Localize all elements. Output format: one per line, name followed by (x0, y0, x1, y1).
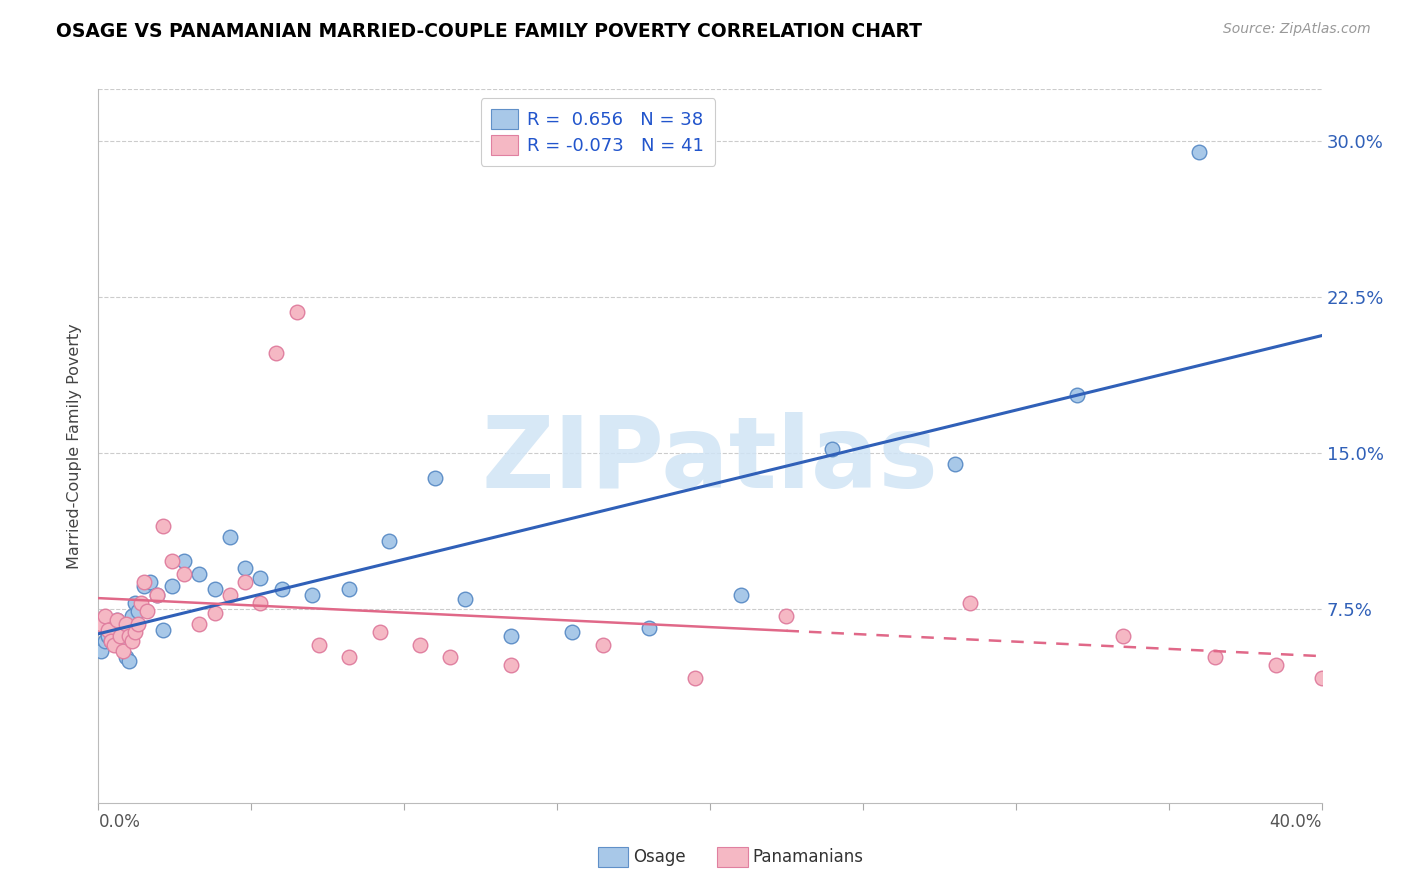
Point (378, 533, 401, 548)
Text: 0.0%: 0.0% (98, 814, 141, 831)
Point (103, 638, 125, 652)
Point (368, 625, 391, 640)
Point (118, 629, 141, 643)
Point (124, 625, 146, 640)
Text: Osage: Osage (633, 848, 685, 866)
Point (145, 588, 167, 602)
Point (285, 305, 308, 319)
Text: Source: ZipAtlas.com: Source: ZipAtlas.com (1223, 22, 1371, 37)
Point (188, 616, 211, 631)
Point (1188, 145, 1211, 159)
Point (561, 625, 583, 640)
Point (90, 616, 112, 631)
Point (160, 554, 183, 568)
Point (152, 519, 174, 533)
Point (97, 623, 120, 637)
Point (100, 633, 122, 648)
Point (1264, 658, 1286, 673)
Point (637, 621, 661, 635)
Point (308, 638, 330, 652)
Text: OSAGE VS PANAMANIAN MARRIED-COUPLE FAMILY POVERTY CORRELATION CHART: OSAGE VS PANAMANIAN MARRIED-COUPLE FAMIL… (56, 22, 922, 41)
Legend: R =  0.656   N = 38, R = -0.073   N = 41: R = 0.656 N = 38, R = -0.073 N = 41 (481, 98, 716, 166)
Point (1112, 629, 1135, 643)
Y-axis label: Married-Couple Family Poverty: Married-Couple Family Poverty (67, 323, 83, 569)
Point (204, 582, 226, 596)
Point (337, 650, 360, 665)
Point (188, 566, 211, 581)
Point (134, 575, 156, 590)
Point (270, 582, 292, 596)
Point (249, 571, 271, 585)
Point (108, 629, 131, 643)
Point (105, 613, 128, 627)
Text: Panamanians: Panamanians (752, 848, 863, 866)
Point (249, 596, 271, 610)
Text: 40.0%: 40.0% (1270, 814, 1322, 831)
Point (118, 654, 141, 668)
Point (111, 644, 134, 658)
Text: ZIPatlas: ZIPatlas (482, 412, 938, 508)
Point (139, 575, 162, 590)
Point (121, 608, 143, 623)
Point (134, 579, 156, 593)
Point (683, 671, 706, 685)
Point (127, 604, 149, 618)
Point (129, 596, 152, 610)
Point (105, 613, 128, 627)
Point (219, 588, 242, 602)
Point (337, 582, 360, 596)
Point (100, 633, 122, 648)
Point (90, 644, 112, 658)
Point (1204, 650, 1226, 665)
Point (97, 629, 120, 643)
Point (501, 629, 523, 643)
Point (204, 607, 226, 621)
Point (219, 529, 242, 543)
Point (121, 633, 143, 648)
Point (775, 608, 797, 623)
Point (943, 457, 966, 471)
Point (93, 608, 115, 623)
Point (454, 591, 477, 606)
Point (233, 560, 256, 574)
Point (115, 616, 138, 631)
Point (423, 471, 446, 485)
Point (173, 554, 195, 568)
Point (233, 575, 256, 590)
Point (408, 638, 430, 652)
Point (501, 658, 523, 673)
Point (115, 650, 138, 665)
Point (160, 579, 183, 593)
Point (124, 596, 146, 610)
Point (103, 623, 125, 637)
Point (439, 650, 461, 665)
Point (127, 616, 149, 631)
Point (821, 442, 844, 456)
Point (93, 633, 115, 648)
Point (730, 588, 752, 602)
Point (301, 588, 323, 602)
Point (152, 623, 174, 637)
Point (136, 604, 159, 618)
Point (264, 346, 287, 360)
Point (108, 616, 131, 631)
Point (145, 588, 167, 602)
Point (959, 596, 981, 610)
Point (111, 638, 134, 652)
Point (173, 566, 195, 581)
Point (1066, 388, 1088, 402)
Point (1310, 671, 1333, 685)
Point (592, 638, 614, 652)
